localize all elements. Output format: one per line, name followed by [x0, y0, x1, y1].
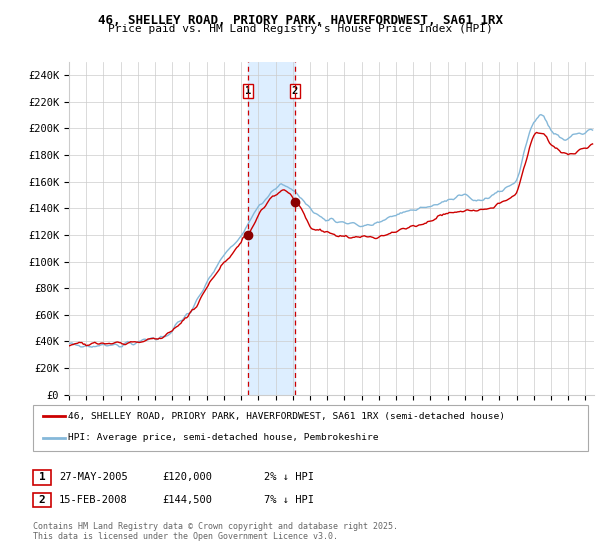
- Text: 2% ↓ HPI: 2% ↓ HPI: [264, 472, 314, 482]
- Text: Contains HM Land Registry data © Crown copyright and database right 2025.
This d: Contains HM Land Registry data © Crown c…: [33, 522, 398, 542]
- Text: 27-MAY-2005: 27-MAY-2005: [59, 472, 128, 482]
- Text: Price paid vs. HM Land Registry's House Price Index (HPI): Price paid vs. HM Land Registry's House …: [107, 24, 493, 34]
- Text: 1: 1: [38, 472, 46, 482]
- Text: HPI: Average price, semi-detached house, Pembrokeshire: HPI: Average price, semi-detached house,…: [68, 433, 379, 442]
- Text: 7% ↓ HPI: 7% ↓ HPI: [264, 494, 314, 505]
- Text: £120,000: £120,000: [162, 472, 212, 482]
- Text: 2: 2: [38, 494, 46, 505]
- Text: 46, SHELLEY ROAD, PRIORY PARK, HAVERFORDWEST, SA61 1RX (semi-detached house): 46, SHELLEY ROAD, PRIORY PARK, HAVERFORD…: [68, 412, 505, 421]
- Bar: [248, 62, 295, 395]
- Text: 2: 2: [292, 86, 298, 96]
- Text: 46, SHELLEY ROAD, PRIORY PARK, HAVERFORDWEST, SA61 1RX: 46, SHELLEY ROAD, PRIORY PARK, HAVERFORD…: [97, 14, 503, 27]
- Text: 1: 1: [245, 86, 251, 96]
- Text: £144,500: £144,500: [162, 494, 212, 505]
- Text: 15-FEB-2008: 15-FEB-2008: [59, 494, 128, 505]
